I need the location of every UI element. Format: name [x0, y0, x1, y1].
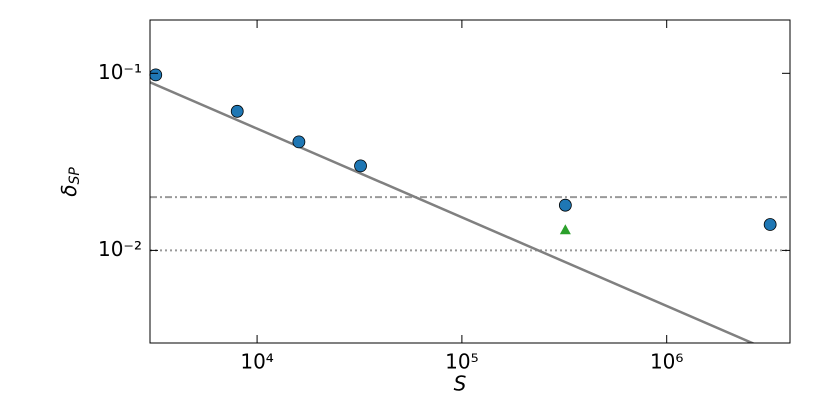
data-point [292, 135, 306, 149]
fit-line [150, 81, 756, 343]
data-point [558, 198, 572, 212]
plot-frame [149, 19, 791, 344]
y-label-symbol: δ [57, 185, 81, 197]
data-point [354, 159, 367, 173]
y-tick-label: 10⁻² [98, 237, 142, 261]
data-point [559, 224, 571, 235]
x-tick-label: 10⁵ [445, 350, 478, 374]
data-point [230, 104, 244, 118]
y-tick-label: 10⁻¹ [98, 60, 142, 84]
data-point [763, 218, 777, 231]
data-point [149, 68, 163, 82]
x-tick-label: 10⁴ [240, 350, 273, 374]
y-label-subscript: SP [67, 167, 83, 185]
x-tick-label: 10⁶ [650, 350, 683, 374]
y-axis-label: δSP [57, 167, 84, 197]
x-axis-label: S [454, 372, 467, 396]
